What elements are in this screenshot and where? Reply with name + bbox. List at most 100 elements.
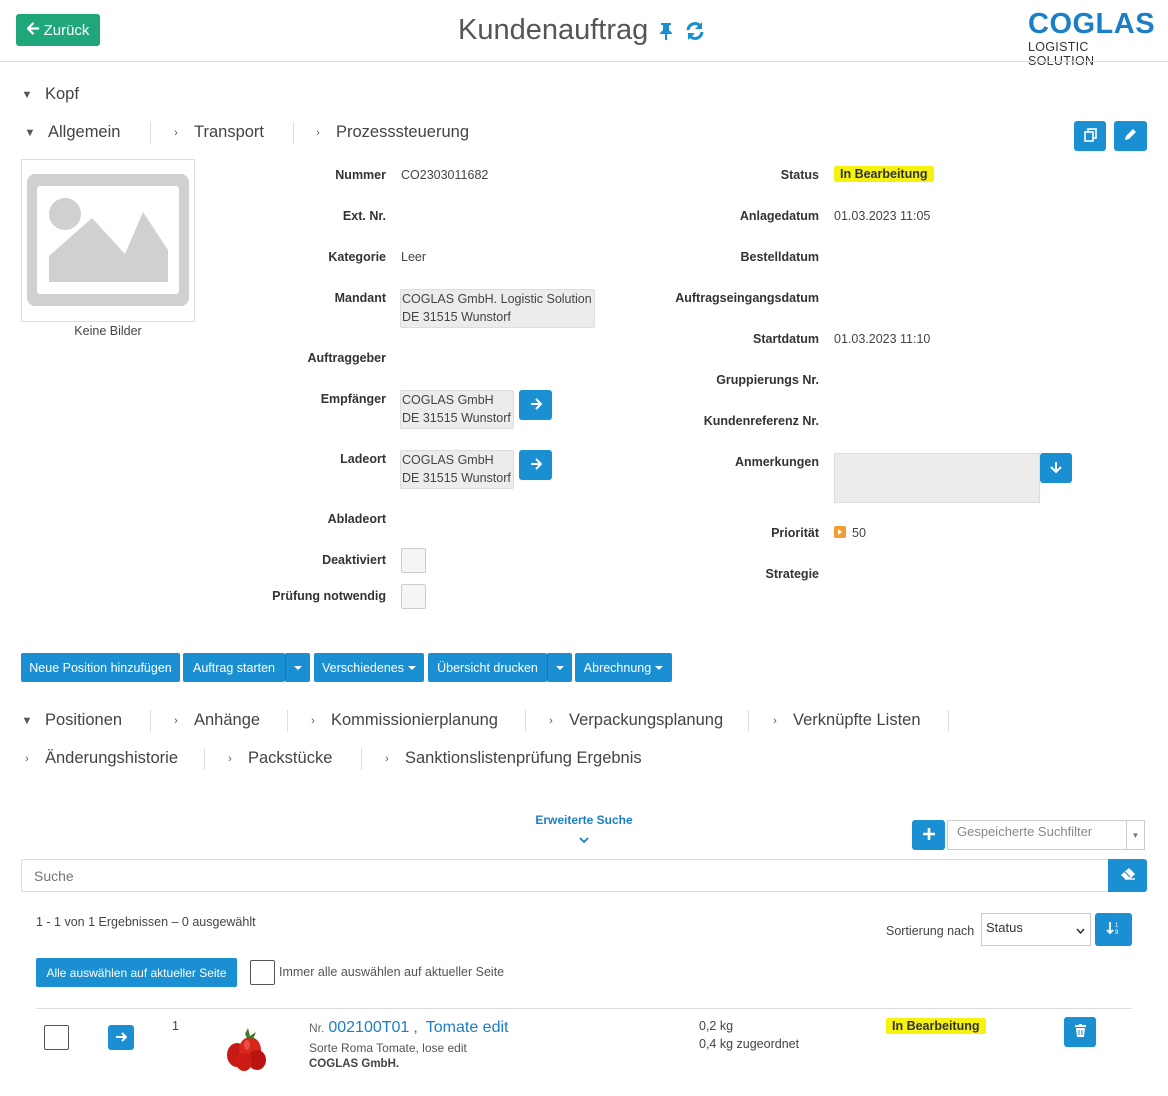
arrow-down-icon [1050, 461, 1062, 476]
empfaenger-open-button[interactable] [519, 390, 552, 420]
saved-filter-placeholder: Gespeicherte Suchfilter [957, 823, 1093, 839]
pin-icon[interactable] [658, 22, 674, 40]
label-mandant: Mandant [334, 291, 386, 305]
select-all-page-button[interactable]: Alle auswählen auf aktueller Seite [36, 958, 237, 987]
delete-item-button[interactable] [1064, 1017, 1096, 1047]
tab-packstuecke[interactable]: › Packstücke [224, 749, 332, 768]
label-ext-nr: Ext. Nr. [342, 209, 386, 223]
deaktiviert-checkbox[interactable] [401, 548, 426, 573]
tab-transport-label: Transport [194, 123, 264, 141]
verschiedenes-button[interactable]: Verschiedenes [314, 653, 424, 682]
label-abladeort: Abladeort [327, 512, 386, 526]
mandant-line2: DE 31515 Wunstorf [402, 310, 511, 324]
add-filter-button[interactable] [912, 820, 945, 850]
chevron-right-icon: › [311, 714, 315, 727]
chevron-right-icon: › [385, 752, 389, 765]
tab-packstuecke-label: Packstücke [248, 749, 333, 767]
tab-prozesssteuerung-label: Prozesssteuerung [336, 123, 469, 141]
label-bestelldatum: Bestelldatum [740, 250, 820, 264]
label-auftraggeber: Auftraggeber [307, 351, 386, 365]
caret-down-icon [294, 665, 302, 670]
caret-down-icon: ▼ [1126, 821, 1144, 849]
item-checkbox[interactable] [44, 1025, 69, 1050]
abrechnung-label: Abrechnung [583, 660, 652, 675]
tab-sanktionslisten[interactable]: › Sanktionslistenprüfung Ergebnis [381, 749, 642, 768]
tab-aenderungshistorie[interactable]: › Änderungshistorie [21, 749, 178, 768]
always-select-label: Immer alle auswählen auf aktueller Seite [279, 965, 505, 979]
saved-filter-select[interactable]: Gespeicherte Suchfilter ▼ [947, 820, 1145, 850]
tab-verpackungsplanung[interactable]: › Verpackungsplanung [545, 711, 723, 730]
tab-allgemein[interactable]: ▼ Allgemein [24, 123, 121, 142]
value-mandant: COGLAS GmbH. Logistic Solution DE 31515 … [400, 289, 595, 328]
neue-position-button[interactable]: Neue Position hinzufügen [21, 653, 180, 682]
label-anmerkungen: Anmerkungen [734, 455, 819, 469]
uebersicht-drucken-dropdown[interactable] [547, 653, 572, 682]
no-images-label: Keine Bilder [74, 324, 142, 338]
tab-separator [525, 710, 526, 732]
item-weight: 0,2 kg [699, 1019, 734, 1033]
section-kopf-label: Kopf [45, 85, 79, 103]
pruefung-checkbox[interactable] [401, 584, 426, 609]
ladeort-line2: DE 31515 Wunstorf [402, 471, 511, 485]
copy-button[interactable] [1074, 121, 1106, 151]
caret-down-icon [408, 665, 416, 670]
logo-main: COGLAS [1028, 8, 1156, 40]
auftrag-starten-button[interactable]: Auftrag starten [183, 653, 285, 682]
edit-button[interactable] [1114, 121, 1147, 151]
value-startdatum: 01.03.2023 11:10 [834, 332, 931, 346]
company-logo: COGLAS LOGISTIC SOLUTION [1028, 8, 1156, 68]
back-button[interactable]: Zurück [16, 14, 100, 46]
verschiedenes-label: Verschiedenes [321, 660, 404, 675]
eraser-icon [1120, 867, 1136, 884]
tab-positionen[interactable]: ▼ Positionen [21, 711, 123, 730]
logo-sub: LOGISTIC SOLUTION [1028, 40, 1095, 68]
chevron-right-icon: › [316, 126, 320, 139]
list-divider [36, 1008, 1132, 1009]
section-kopf[interactable]: ▼ Kopf [21, 85, 79, 104]
page-title: Kundenauftrag [458, 14, 649, 46]
anmerkungen-expand-button[interactable] [1040, 453, 1072, 483]
label-auftragseingangsdatum: Auftragseingangsdatum [675, 291, 819, 305]
refresh-icon[interactable] [684, 21, 706, 41]
search-input[interactable] [21, 859, 1109, 892]
label-deaktiviert: Deaktiviert [322, 553, 386, 567]
tab-kommissionierplanung[interactable]: › Kommissionierplanung [307, 711, 498, 730]
tab-separator [150, 710, 151, 732]
clear-search-button[interactable] [1108, 859, 1147, 892]
item-title-comma: , [413, 1019, 418, 1036]
item-name-link[interactable]: Tomate edit [425, 1019, 509, 1036]
sort-select[interactable]: Status [981, 913, 1091, 946]
label-gruppierungs-nr: Gruppierungs Nr. [716, 373, 819, 387]
item-open-button[interactable] [108, 1025, 134, 1050]
value-prioritaet: 50 [852, 526, 866, 540]
chevron-right-icon: › [773, 714, 777, 727]
tab-verknuepfte-listen[interactable]: › Verknüpfte Listen [769, 711, 920, 730]
uebersicht-drucken-button[interactable]: Übersicht drucken [428, 653, 547, 682]
tab-separator [150, 122, 151, 144]
label-prioritaet: Priorität [771, 526, 819, 540]
tab-separator [293, 122, 294, 144]
tab-anhaenge[interactable]: › Anhänge [170, 711, 260, 730]
value-anlagedatum: 01.03.2023 11:05 [834, 209, 931, 223]
label-status: Status [780, 168, 819, 182]
tab-prozesssteuerung[interactable]: › Prozesssteuerung [312, 123, 469, 142]
tab-transport[interactable]: › Transport [170, 123, 264, 142]
value-ladeort: COGLAS GmbH DE 31515 Wunstorf [400, 450, 514, 489]
tab-separator [948, 710, 949, 732]
mandant-line1: COGLAS GmbH. Logistic Solution [402, 292, 592, 306]
label-strategie: Strategie [765, 567, 820, 581]
svg-text:1: 1 [1115, 923, 1119, 929]
ladeort-open-button[interactable] [519, 450, 552, 480]
abrechnung-button[interactable]: Abrechnung [575, 653, 672, 682]
auftrag-starten-dropdown[interactable] [285, 653, 310, 682]
always-select-checkbox[interactable] [250, 960, 275, 985]
tab-positionen-label: Positionen [45, 711, 123, 729]
value-nummer: CO2303011682 [401, 168, 489, 182]
item-nr-link[interactable]: 002100T01 [328, 1019, 410, 1036]
advanced-search-toggle[interactable]: Erweiterte Suche [484, 813, 684, 847]
label-startdatum: Startdatum [753, 332, 819, 346]
arrow-right-icon [115, 1030, 128, 1045]
tab-separator [748, 710, 749, 732]
item-assigned-weight: 0,4 kg zugeordnet [699, 1037, 800, 1051]
